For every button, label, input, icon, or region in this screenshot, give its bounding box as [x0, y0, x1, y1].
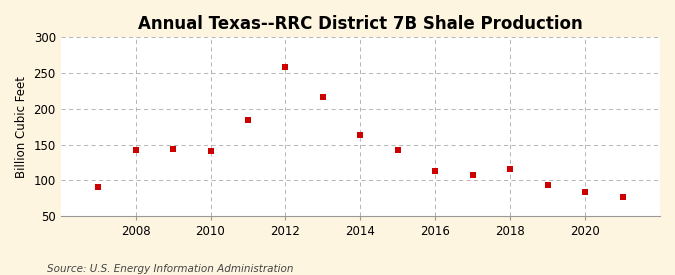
Point [130, 148, 141, 152]
Text: Source: U.S. Energy Information Administration: Source: U.S. Energy Information Administ… [47, 264, 294, 274]
Point [205, 149, 216, 153]
Point [355, 133, 366, 138]
Point [617, 195, 628, 200]
Point [242, 118, 253, 122]
Point [542, 183, 553, 188]
Point [505, 167, 516, 171]
Point [280, 65, 291, 70]
Y-axis label: Billion Cubic Feet: Billion Cubic Feet [15, 76, 28, 178]
Point [167, 147, 178, 151]
Point [467, 173, 478, 177]
Title: Annual Texas--RRC District 7B Shale Production: Annual Texas--RRC District 7B Shale Prod… [138, 15, 583, 33]
Point [430, 169, 441, 173]
Point [580, 189, 591, 194]
Point [92, 185, 103, 189]
Point [392, 147, 403, 152]
Point [317, 95, 328, 100]
